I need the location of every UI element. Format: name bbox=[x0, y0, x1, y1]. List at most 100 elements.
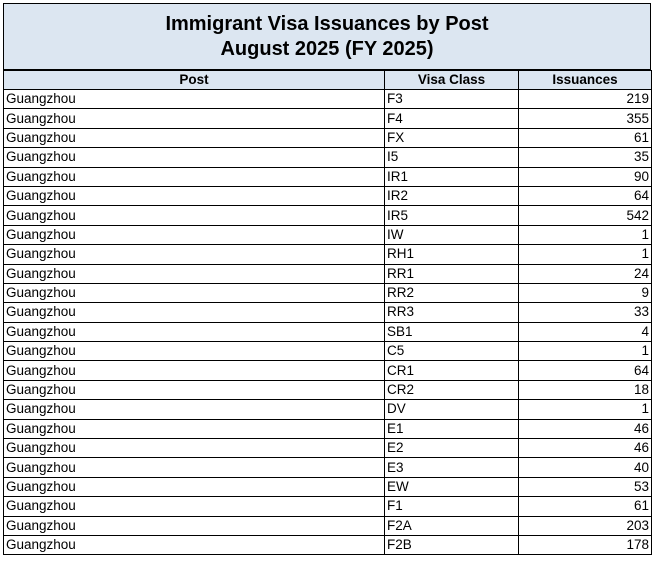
post-cell: Guangzhou bbox=[3, 166, 385, 187]
post-cell: Guangzhou bbox=[3, 263, 385, 284]
visa-class-cell: IR2 bbox=[384, 185, 519, 207]
table-row: Guangzhou CR1 64 bbox=[3, 360, 652, 381]
table-row: Guangzhou IR5 542 bbox=[3, 205, 652, 226]
report: Immigrant Visa Issuances by Post August … bbox=[3, 3, 652, 556]
issuances-cell: 178 bbox=[518, 534, 652, 556]
title-box: Immigrant Visa Issuances by Post August … bbox=[3, 3, 651, 70]
post-cell: Guangzhou bbox=[3, 244, 385, 265]
issuances-cell: 53 bbox=[518, 476, 652, 498]
visa-class-cell: F1 bbox=[384, 496, 519, 517]
issuances-cell: 64 bbox=[518, 360, 652, 381]
post-cell: Guangzhou bbox=[3, 515, 385, 536]
table-row: Guangzhou C5 1 bbox=[3, 341, 652, 362]
post-cell: Guangzhou bbox=[3, 476, 385, 498]
table-row: Guangzhou CR2 18 bbox=[3, 379, 652, 401]
issuances-cell: 18 bbox=[518, 379, 652, 401]
issuances-cell: 46 bbox=[518, 438, 652, 459]
table-row: Guangzhou IR1 90 bbox=[3, 166, 652, 187]
issuances-cell: 1 bbox=[518, 399, 652, 420]
issuances-cell: 1 bbox=[518, 244, 652, 265]
post-cell: Guangzhou bbox=[3, 88, 385, 110]
column-header: Post bbox=[3, 70, 385, 90]
issuances-cell: 203 bbox=[518, 515, 652, 536]
issuances-cell: 355 bbox=[518, 108, 652, 129]
visa-class-cell: RR1 bbox=[384, 263, 519, 284]
visa-class-cell: F2A bbox=[384, 515, 519, 536]
visa-class-cell: RR2 bbox=[384, 282, 519, 304]
table-row: Guangzhou RR1 24 bbox=[3, 263, 652, 284]
post-cell: Guangzhou bbox=[3, 379, 385, 401]
issuances-cell: 64 bbox=[518, 185, 652, 207]
post-cell: Guangzhou bbox=[3, 147, 385, 168]
visa-class-cell: SB1 bbox=[384, 321, 519, 343]
table-row: Guangzhou FX 61 bbox=[3, 127, 652, 149]
visa-class-cell: FX bbox=[384, 127, 519, 149]
post-cell: Guangzhou bbox=[3, 496, 385, 517]
table-row: Guangzhou E2 46 bbox=[3, 438, 652, 459]
issuances-cell: 90 bbox=[518, 166, 652, 187]
table-row: Guangzhou E3 40 bbox=[3, 457, 652, 478]
table-row: Guangzhou SB1 4 bbox=[3, 321, 652, 343]
post-cell: Guangzhou bbox=[3, 108, 385, 129]
visa-class-cell: C5 bbox=[384, 341, 519, 362]
issuances-cell: 61 bbox=[518, 496, 652, 517]
post-cell: Guangzhou bbox=[3, 127, 385, 149]
post-cell: Guangzhou bbox=[3, 302, 385, 323]
visa-class-cell: CR2 bbox=[384, 379, 519, 401]
issuances-cell: 61 bbox=[518, 127, 652, 149]
table-row: Guangzhou F2A 203 bbox=[3, 515, 652, 536]
issuances-cell: 1 bbox=[518, 341, 652, 362]
issuance-table: Post Visa Class Issuances Guangzhou F3 219 Gu… bbox=[3, 70, 652, 556]
visa-class-cell: F2B bbox=[384, 534, 519, 556]
table-row: Guangzhou RH1 1 bbox=[3, 244, 652, 265]
visa-class-cell: RH1 bbox=[384, 244, 519, 265]
visa-class-cell: IR5 bbox=[384, 205, 519, 226]
table-row: Guangzhou F4 355 bbox=[3, 108, 652, 129]
column-header: Issuances bbox=[518, 70, 652, 90]
post-cell: Guangzhou bbox=[3, 224, 385, 246]
table-row: Guangzhou IR2 64 bbox=[3, 185, 652, 207]
issuances-cell: 542 bbox=[518, 205, 652, 226]
table-row: Guangzhou RR3 33 bbox=[3, 302, 652, 323]
post-cell: Guangzhou bbox=[3, 399, 385, 420]
table-row: Guangzhou DV 1 bbox=[3, 399, 652, 420]
post-cell: Guangzhou bbox=[3, 341, 385, 362]
issuances-cell: 33 bbox=[518, 302, 652, 323]
title: Immigrant Visa Issuances by Post bbox=[165, 13, 489, 35]
table-row: Guangzhou F2B 178 bbox=[3, 534, 652, 556]
post-cell: Guangzhou bbox=[3, 457, 385, 478]
issuances-cell: 219 bbox=[518, 88, 652, 110]
post-cell: Guangzhou bbox=[3, 438, 385, 459]
table-row: Guangzhou E1 46 bbox=[3, 418, 652, 440]
post-cell: Guangzhou bbox=[3, 534, 385, 556]
visa-class-cell: EW bbox=[384, 476, 519, 498]
visa-class-cell: CR1 bbox=[384, 360, 519, 381]
post-cell: Guangzhou bbox=[3, 185, 385, 207]
visa-class-cell: IW bbox=[384, 224, 519, 246]
issuances-cell: 35 bbox=[518, 147, 652, 168]
issuances-cell: 9 bbox=[518, 282, 652, 304]
visa-class-cell: RR3 bbox=[384, 302, 519, 323]
visa-class-cell: E3 bbox=[384, 457, 519, 478]
table-row: Guangzhou F3 219 bbox=[3, 88, 652, 110]
visa-class-cell: E2 bbox=[384, 438, 519, 459]
visa-class-cell: I5 bbox=[384, 147, 519, 168]
subtitle: August 2025 (FY 2025) bbox=[220, 38, 434, 60]
issuances-cell: 46 bbox=[518, 418, 652, 440]
post-cell: Guangzhou bbox=[3, 321, 385, 343]
table-row: Guangzhou F1 61 bbox=[3, 496, 652, 517]
issuances-cell: 1 bbox=[518, 224, 652, 246]
visa-class-cell: DV bbox=[384, 399, 519, 420]
table-row: Guangzhou I5 35 bbox=[3, 147, 652, 168]
post-cell: Guangzhou bbox=[3, 360, 385, 381]
visa-class-cell: F4 bbox=[384, 108, 519, 129]
table-row: Guangzhou IW 1 bbox=[3, 224, 652, 246]
table-row: Guangzhou EW 53 bbox=[3, 476, 652, 498]
column-header: Visa Class bbox=[384, 70, 519, 90]
table-row: Guangzhou RR2 9 bbox=[3, 282, 652, 304]
visa-class-cell: E1 bbox=[384, 418, 519, 440]
issuances-cell: 24 bbox=[518, 263, 652, 284]
visa-class-cell: IR1 bbox=[384, 166, 519, 187]
post-cell: Guangzhou bbox=[3, 205, 385, 226]
